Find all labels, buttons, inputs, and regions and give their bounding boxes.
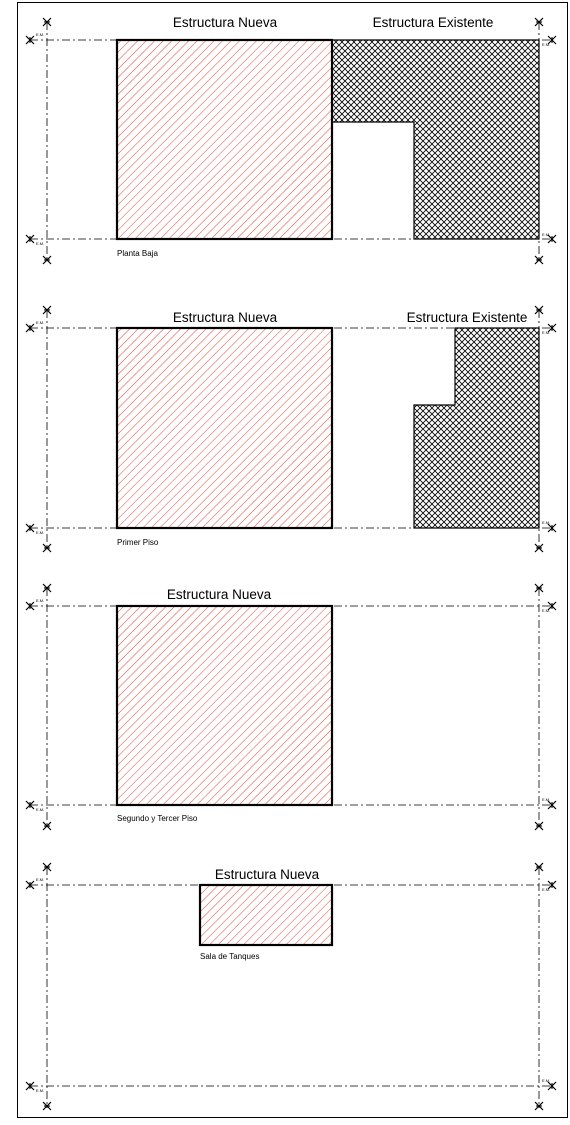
axis-label: E.M. [36,32,44,37]
floor-plan-planta-baja: E.M. E.M. E.M. E.M. Estructura Nueva Est… [25,15,557,265]
axis-label: E.M. [542,1078,550,1083]
new-structure-area [115,326,334,530]
axis-label: E.M. [36,598,44,603]
axis-label: E.M. [36,320,44,325]
new-structure-title: Estructura Nueva [167,587,272,602]
floor-caption: Primer Piso [117,538,159,547]
axis-label: E.M. [36,530,44,535]
sheet-frame [17,2,568,1118]
new-structure-area [115,38,334,241]
axis-label: E.M. [542,520,550,525]
floor-caption: Planta Baja [117,249,158,258]
floor-caption: Segundo y Tercer Piso [117,814,198,823]
new-structure-title: Estructura Nueva [215,867,320,882]
axis-label: E.M. [542,42,550,47]
existing-structure-area [331,39,540,240]
axis-label: E.M. [36,877,44,882]
axis-label: E.M. [542,232,550,237]
new-structure-area [198,883,334,947]
axis-label: E.M. [36,1088,44,1093]
axis-label: E.M. [542,608,550,613]
axis-label: E.M. [36,807,44,812]
floor-plan-sala-de-tanques: E.M. E.M. E.M. E.M. Estructura Nueva Sal… [25,862,557,1111]
existing-structure-area [413,327,540,529]
floor-caption: Sala de Tanques [200,952,259,961]
existing-structure-title: Estructura Existente [407,310,528,325]
new-structure-title: Estructura Nueva [173,15,278,30]
new-structure-area [115,604,334,807]
axis-label: E.M. [542,797,550,802]
existing-structure-title: Estructura Existente [373,15,494,30]
new-structure-title: Estructura Nueva [173,310,278,325]
floor-plan-segundo-tercer-piso: E.M. E.M. E.M. E.M. Estructura Nueva Seg… [25,583,557,831]
floor-plan-primer-piso: E.M. E.M. E.M. E.M. Estructura Nueva Est… [25,305,557,553]
axis-label: E.M. [542,887,550,892]
axis-label: E.M. [542,330,550,335]
axis-label: E.M. [36,241,44,246]
